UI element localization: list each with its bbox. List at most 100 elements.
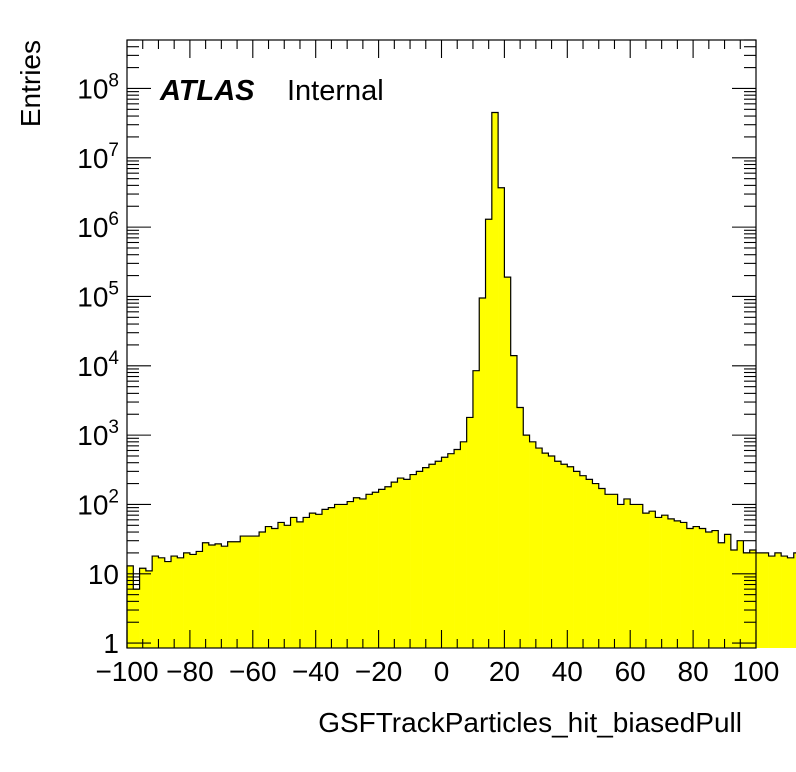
histogram-bar (447, 453, 455, 648)
histogram-bar (605, 494, 612, 648)
histogram-bar (177, 557, 184, 648)
x-tick-labels: −100 −80 −60 −40 −20 0 20 40 60 80 100 (95, 656, 779, 687)
y-tick-label: 102 (77, 486, 119, 520)
histogram-bar (730, 550, 738, 648)
y-tick-label: 107 (77, 140, 119, 174)
histogram-bar (516, 407, 524, 648)
histogram-bar (649, 511, 656, 648)
histogram-bar (680, 522, 688, 648)
histogram-bar (756, 552, 763, 648)
histogram-bar (378, 489, 386, 648)
histogram-bar (617, 504, 625, 648)
histogram-bar (491, 112, 499, 649)
histogram-bar (171, 556, 178, 648)
histogram-bar (265, 526, 272, 648)
x-tick-label: −20 (355, 656, 403, 687)
histogram-bar (693, 526, 700, 648)
histogram-bar (221, 546, 228, 648)
histogram-bar (737, 540, 744, 648)
histogram-bar (567, 466, 574, 648)
histogram-bar (208, 545, 216, 648)
histogram-bar (366, 494, 373, 648)
histogram-bar (227, 541, 235, 648)
histogram-bar (309, 513, 316, 648)
histogram-bar (202, 542, 210, 648)
histogram-bar (428, 464, 436, 648)
histogram-bar (334, 504, 342, 648)
x-tick-label: 60 (615, 656, 646, 687)
x-tick-label: −40 (292, 656, 340, 687)
histogram-bar (749, 550, 757, 648)
histogram-bar (196, 551, 203, 648)
histogram-bar (164, 561, 172, 648)
histogram-bar (485, 219, 493, 648)
x-axis-title: GSFTrackParticles_hit_biasedPull (318, 707, 742, 738)
x-tick-label: −80 (166, 656, 214, 687)
x-tick-label: 100 (733, 656, 780, 687)
histogram-bar (768, 556, 776, 648)
histogram-bar (724, 534, 732, 648)
histogram-bar (498, 187, 505, 648)
histogram-bar (372, 492, 379, 648)
histogram-bar (303, 517, 310, 648)
y-tick-labels: 1 10 102 103 104 105 106 107 108 (77, 70, 119, 659)
histogram-bar (133, 589, 140, 648)
histogram-bar (353, 497, 361, 648)
histogram-bar (384, 486, 392, 648)
x-tick-label: 80 (678, 656, 709, 687)
x-tick-label: 0 (434, 656, 450, 687)
histogram-bar (636, 504, 644, 648)
x-tick-label: 20 (489, 656, 520, 687)
histogram-bar (705, 532, 713, 648)
histogram-bar (315, 514, 323, 648)
histogram-bar (642, 513, 650, 648)
histogram-bar (259, 532, 266, 648)
histogram-bar (510, 355, 518, 648)
y-tick-label: 106 (77, 209, 119, 243)
histogram-bar (542, 453, 549, 648)
histogram-bar (472, 370, 480, 648)
histogram-bar (479, 297, 486, 648)
histogram-bars (126, 111, 796, 649)
histogram-bar (529, 441, 537, 648)
histogram-bar (240, 536, 247, 648)
histogram-bar (781, 556, 788, 648)
histogram-bar (422, 467, 430, 648)
histogram-bar (277, 522, 285, 648)
histogram-bar (592, 483, 600, 648)
histogram-bar (416, 471, 423, 648)
histogram-bar (152, 556, 159, 648)
histogram-bar (548, 455, 556, 648)
histogram-bar (321, 509, 329, 648)
histogram-bar (661, 515, 669, 648)
histogram-bar (183, 552, 191, 648)
histogram-bar (441, 457, 449, 648)
histogram-bar (611, 494, 618, 648)
histogram-bar (460, 441, 467, 648)
histogram-bar (435, 461, 442, 648)
histogram-bar (561, 464, 568, 648)
histogram-bar (554, 461, 562, 648)
histogram-bar (391, 482, 398, 648)
histogram-bar (718, 542, 725, 648)
y-tick-label: 103 (77, 417, 119, 451)
histogram-bar (296, 521, 304, 648)
status-label: Internal (287, 75, 384, 107)
histogram-bar (579, 475, 587, 648)
histogram-bar (340, 504, 348, 648)
x-tick-label: −60 (229, 656, 277, 687)
histogram-bar (466, 417, 474, 648)
histogram-bar (145, 570, 153, 648)
histogram-bar (410, 474, 417, 648)
histogram-bar (787, 557, 795, 648)
histogram-bar (743, 552, 751, 648)
histogram-bar (699, 528, 706, 648)
histogram-bar (403, 479, 411, 648)
histogram-bar (630, 504, 637, 648)
histogram-bar (359, 498, 367, 648)
histogram-bar (523, 435, 530, 648)
histogram-bar (598, 488, 606, 648)
y-tick-label: 105 (77, 278, 119, 312)
histogram-bar (623, 498, 631, 648)
histogram-bar (586, 479, 593, 648)
